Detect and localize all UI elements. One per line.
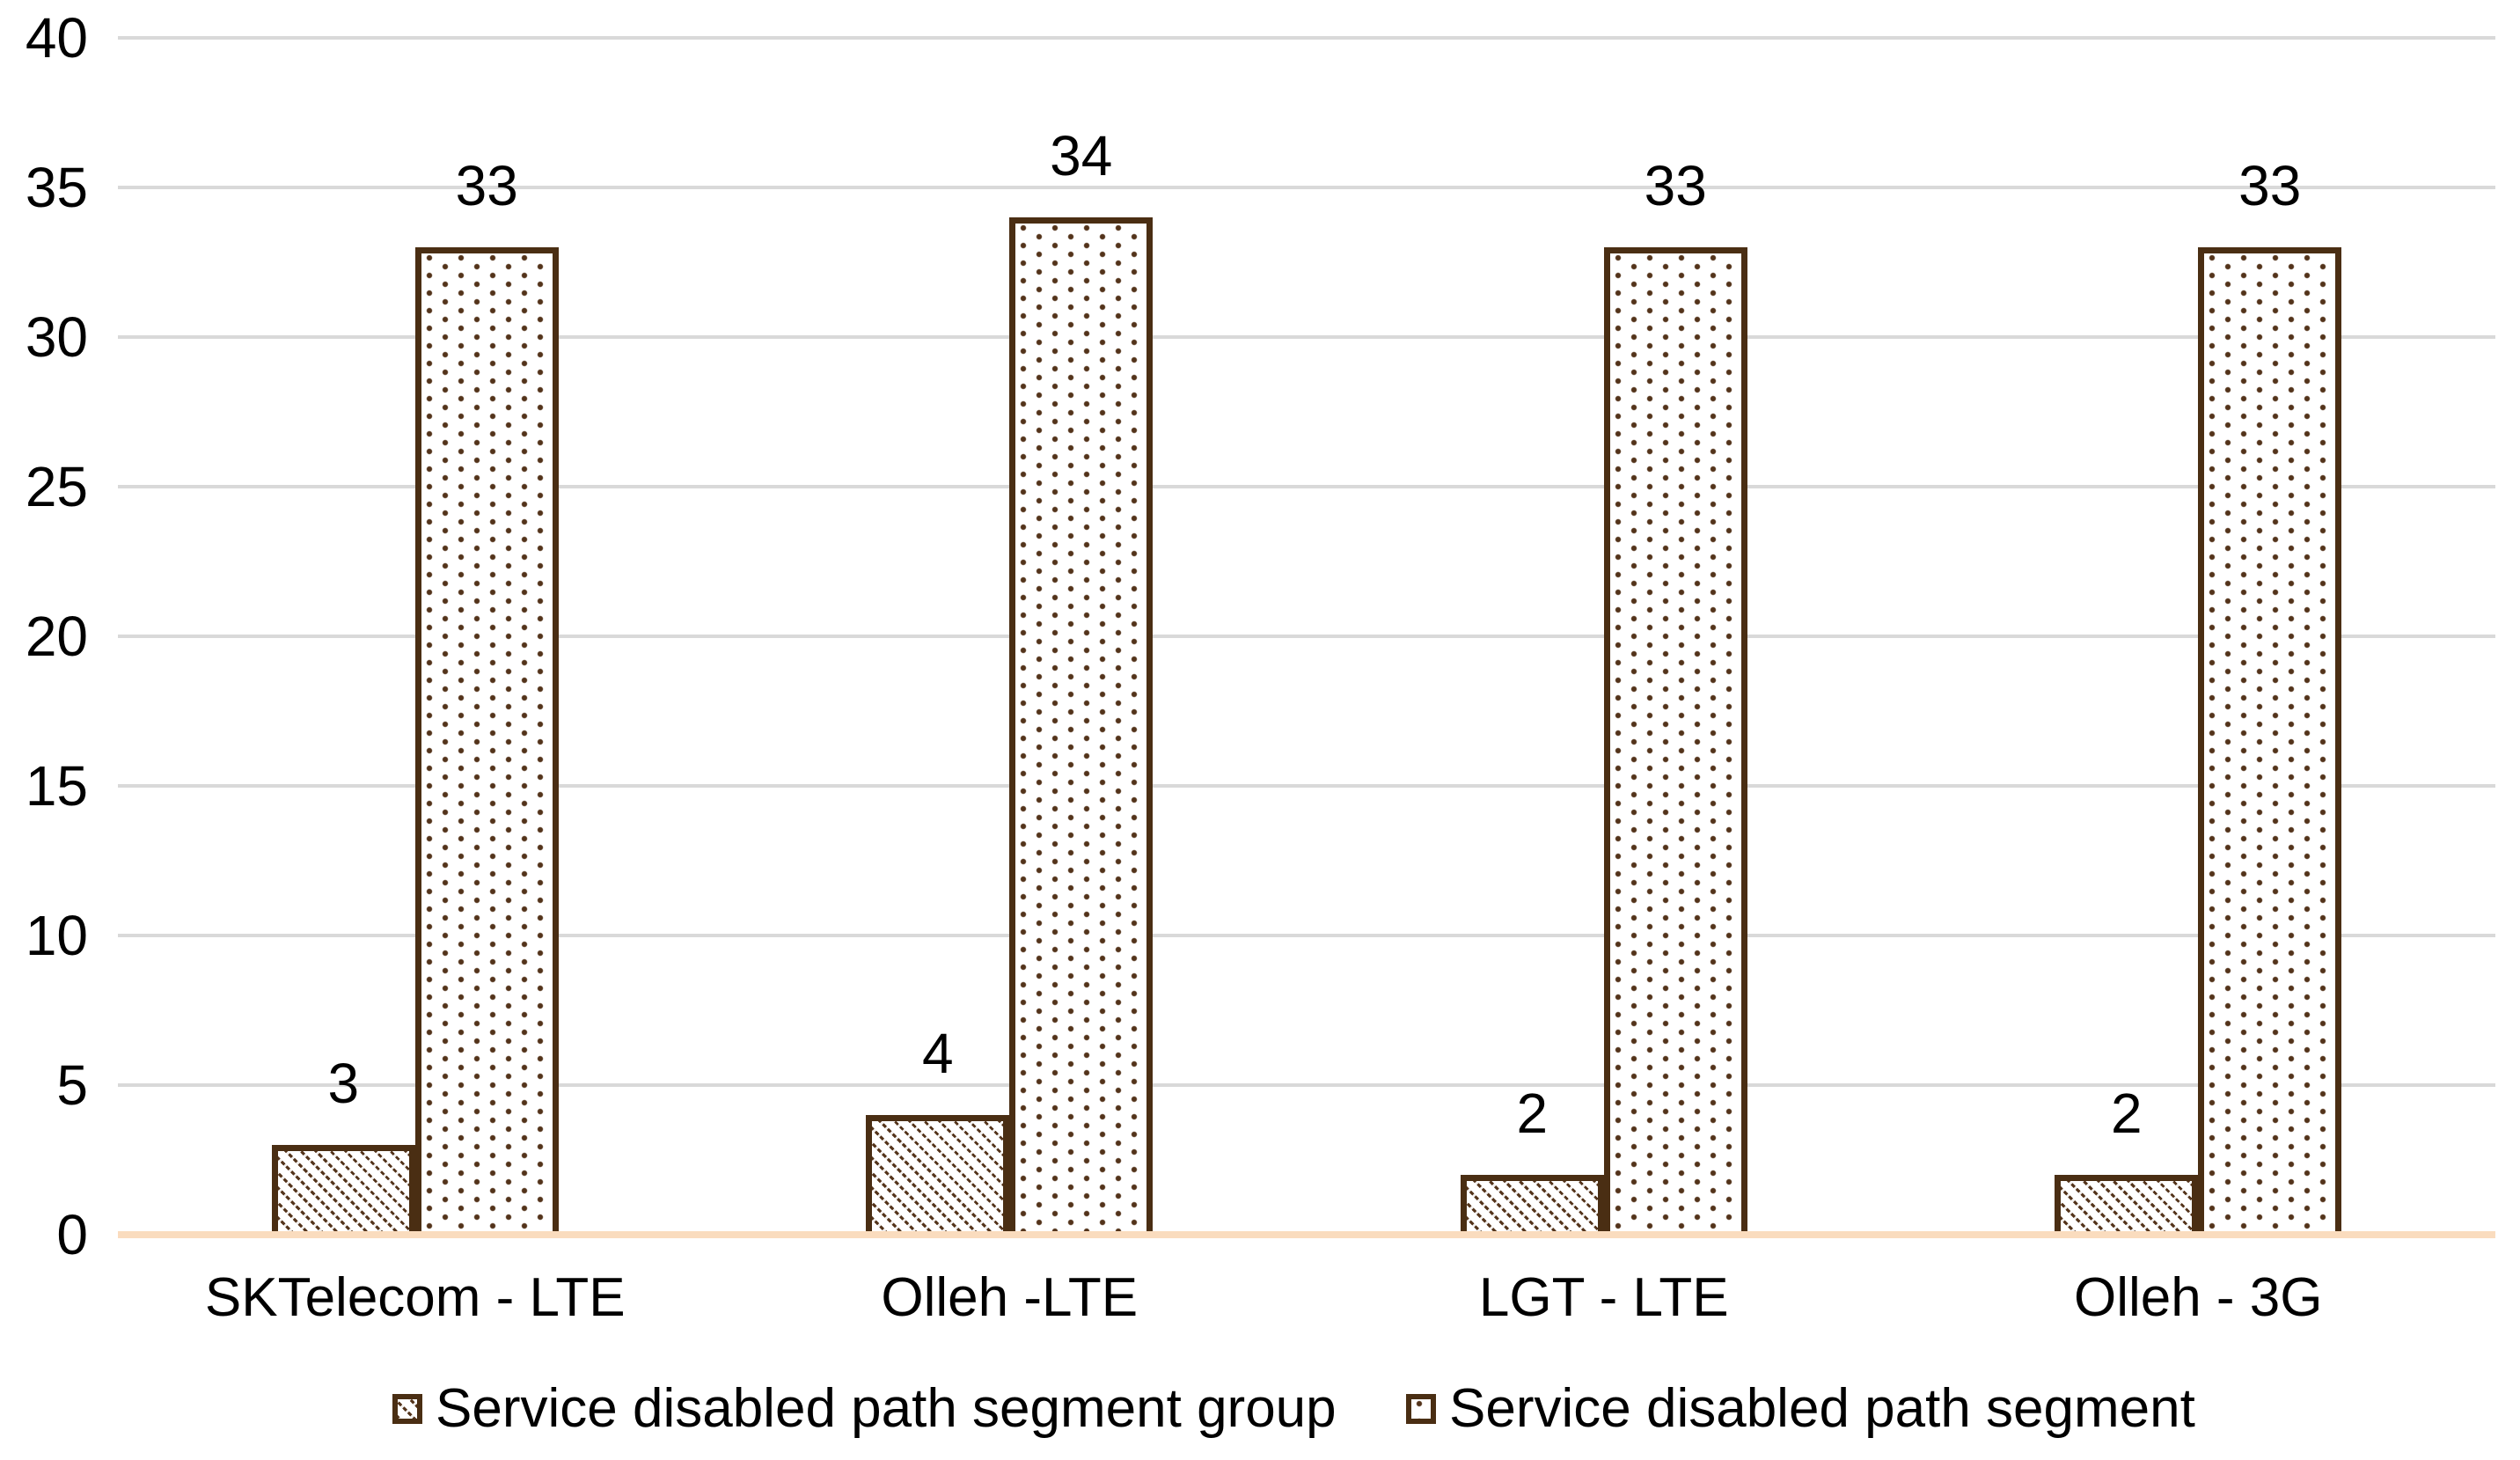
y-axis-tick-label: 5 (56, 1053, 88, 1117)
legend-item: Service disabled path segment group (392, 1378, 1337, 1440)
gridline (118, 36, 2495, 40)
bar-series2-cat2 (1009, 217, 1154, 1235)
data-label: 33 (2238, 154, 2302, 217)
data-label: 3 (327, 1052, 360, 1115)
x-axis-category-label: LGT - LTE (1478, 1267, 1729, 1328)
legend-marker-diagonal-hatch-icon (392, 1394, 422, 1424)
legend-label: Service disabled path segment (1449, 1378, 2195, 1439)
x-axis-line (118, 1231, 2495, 1238)
x-axis-category-label: Olleh -LTE (881, 1267, 1139, 1328)
legend: Service disabled path segment group Servi… (0, 1378, 2520, 1440)
gridline (118, 784, 2495, 788)
bar-series1-cat3 (1460, 1175, 1604, 1235)
gridline (118, 186, 2495, 189)
bar-series1-cat4 (2055, 1175, 2199, 1235)
x-axis-category-label: Olleh - 3G (2073, 1267, 2323, 1328)
y-axis-tick-label: 10 (25, 904, 88, 967)
legend-item: Service disabled path segment (1406, 1378, 2195, 1440)
gridline (118, 934, 2495, 937)
data-label: 33 (1644, 154, 1707, 217)
bar-series1-cat2 (866, 1115, 1010, 1235)
y-axis-tick-label: 0 (56, 1203, 88, 1266)
legend-marker-dots-icon (1406, 1394, 1436, 1424)
y-axis-tick-label: 40 (25, 6, 88, 70)
gridline (118, 635, 2495, 638)
gridline (118, 485, 2495, 488)
gridline (118, 1083, 2495, 1087)
y-axis-tick-label: 15 (25, 754, 88, 818)
bar-series2-cat1 (414, 247, 559, 1235)
bar-series1-cat1 (271, 1145, 415, 1235)
gridline (118, 335, 2495, 339)
bar-series2-cat3 (1603, 247, 1747, 1235)
y-axis-tick-label: 20 (25, 605, 88, 668)
legend-label: Service disabled path segment group (436, 1378, 1337, 1439)
x-axis-category-label: SKTelecom - LTE (204, 1267, 626, 1328)
y-axis-tick-label: 25 (25, 455, 88, 518)
y-axis-tick-label: 30 (25, 305, 88, 369)
data-label: 33 (455, 154, 518, 217)
data-label: 2 (1516, 1082, 1549, 1145)
data-label: 2 (2110, 1082, 2143, 1145)
bar-series2-cat4 (2198, 247, 2342, 1235)
data-label: 34 (1050, 124, 1113, 187)
y-axis-tick-label: 35 (25, 156, 88, 219)
data-label: 4 (921, 1022, 954, 1085)
